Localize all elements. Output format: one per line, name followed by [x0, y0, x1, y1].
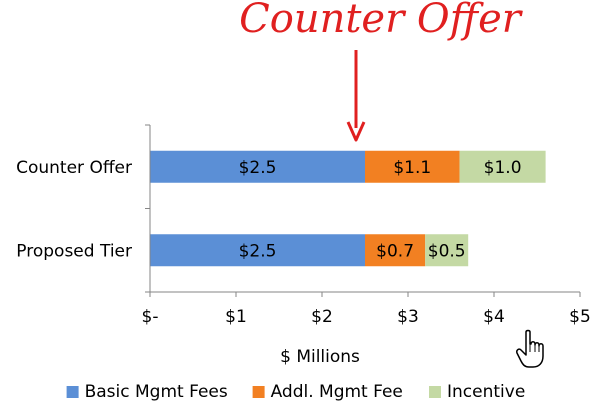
- x-tick-label: $5: [569, 307, 591, 327]
- bar-addl-mgmt-fee-counter-offer: [365, 150, 460, 183]
- x-tick-label: $2: [311, 307, 333, 327]
- annotation-title: Counter Offer: [239, 0, 524, 42]
- x-tick-label: $-: [142, 307, 159, 327]
- down-arrow-icon: [346, 50, 366, 142]
- data-label-basic-mgmt-fees-counter-offer: $2.5: [239, 158, 277, 178]
- x-axis-title: $ Millions: [280, 347, 360, 367]
- bar-basic-mgmt-fees-proposed-tier: [150, 234, 365, 267]
- bar-incentive-counter-offer: [459, 150, 546, 183]
- bar-addl-mgmt-fee-proposed-tier: [365, 234, 426, 267]
- category-label-proposed-tier: Proposed Tier: [16, 241, 132, 261]
- x-tick-label: $3: [397, 307, 419, 327]
- bar-basic-mgmt-fees-counter-offer: [150, 150, 365, 183]
- category-label-counter-offer: Counter Offer: [16, 158, 132, 178]
- legend-swatch-incentive: [429, 386, 441, 398]
- data-label-basic-mgmt-fees-proposed-tier: $2.5: [239, 241, 277, 261]
- hand-pointer-icon: [516, 329, 544, 368]
- legend-label-addl-mgmt-fee: Addl. Mgmt Fee: [271, 382, 403, 402]
- x-tick-label: $1: [225, 307, 247, 327]
- data-label-addl-mgmt-fee-proposed-tier: $0.7: [376, 241, 414, 261]
- data-label-incentive-counter-offer: $1.0: [484, 158, 522, 178]
- bar-incentive-proposed-tier: [425, 234, 469, 267]
- legend-label-basic-mgmt-fees: Basic Mgmt Fees: [85, 382, 228, 402]
- x-tick-label: $4: [483, 307, 505, 327]
- legend-swatch-addl-mgmt-fee: [252, 386, 265, 398]
- legend-label-incentive: Incentive: [447, 382, 525, 402]
- data-label-incentive-proposed-tier: $0.5: [428, 241, 466, 261]
- legend-swatch-basic-mgmt-fees: [66, 386, 79, 398]
- data-label-addl-mgmt-fee-counter-offer: $1.1: [393, 158, 431, 178]
